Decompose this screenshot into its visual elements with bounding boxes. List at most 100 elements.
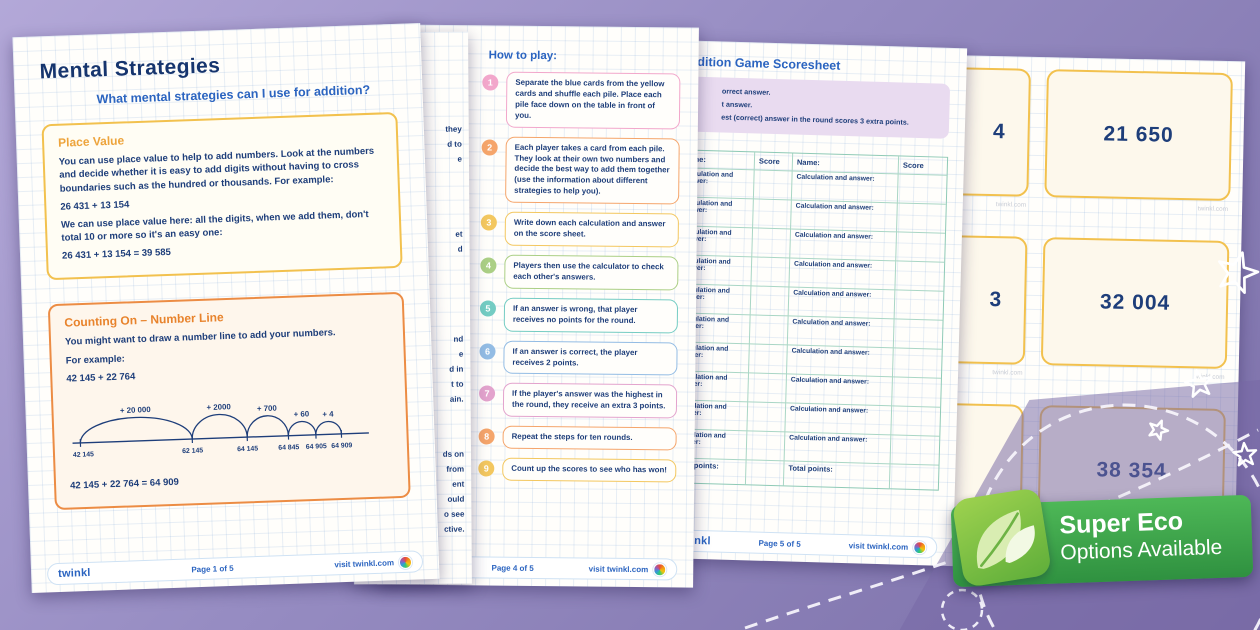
visit-text: visit twinkl.com [334,557,395,569]
page-number: Page 5 of 5 [758,538,801,549]
scoresheet-rules: orrect answer. t answer. est (correct) ans… [678,76,951,139]
svg-text:64 145: 64 145 [237,446,258,454]
howto-step: 8 Repeat the steps for ten rounds. [478,425,677,451]
step-number-badge: 3 [480,214,497,231]
calculation-cell: Calculation and answer: [789,258,897,291]
step-text: Players then use the calculator to check… [504,254,679,291]
page-number: Page 1 of 5 [191,563,234,574]
page-footer: twinkl Page 5 of 5 visit twinkl.com [667,529,938,559]
watermark: twinkl.com [995,201,1027,209]
svg-text:+ 20 000: + 20 000 [120,405,152,415]
howto-step: 5 If an answer is wrong, that player rece… [479,297,679,334]
step-number-badge: 8 [478,428,495,445]
card-slot: 21 650 twinkl.com [1044,69,1233,213]
total-points-label: Total points: [783,461,891,489]
watermark: twinkl.com [992,369,1023,377]
place-value-box: Place Value You can use place value to h… [41,111,403,281]
page-title: Mental Strategies [39,54,221,84]
calculation-cell: Calculation and answer: [787,345,894,378]
number-card: 21 650 [1044,69,1233,202]
total-score-cell [890,464,939,489]
score-cell [752,228,792,259]
visit-link: visit twinkl.com [848,539,927,554]
calculation-cell: Calculation and answer: [791,171,899,204]
page-mental-strategies: Mental Strategies What mental strategies… [12,23,440,593]
step-number-badge: 9 [478,460,495,477]
text-fragment: ent [452,479,465,489]
text-fragment: e [458,349,464,359]
visit-text: visit twinkl.com [848,540,909,552]
place-value-para: We can use place value here: all the dig… [60,208,369,244]
number-card: 32 004 [1040,237,1230,370]
rainbow-circle-icon [913,540,927,554]
score-cell [753,170,793,201]
svg-text:64 845: 64 845 [278,444,299,452]
howto-step: 4 Players then use the calculator to chec… [480,254,679,291]
score-cell [892,348,942,379]
card-slot: 32 004 twinkl.com [1040,237,1230,381]
score-cell [749,315,789,346]
score-cell [753,199,792,230]
visit-link: visit twinkl.com [334,555,413,571]
text-fragment: ould [447,494,465,504]
score-cell [890,435,940,466]
rainbow-circle-icon [653,562,667,576]
calculation-cell: Calculation and answer: [786,374,893,407]
watermark: twinkl.com [1194,373,1225,381]
svg-text:+ 60: + 60 [294,409,310,419]
text-fragment: ds on [442,449,465,459]
score-cell [892,377,941,408]
step-text: Each player takes a card from each pile.… [505,136,680,205]
howto-step: 6 If an answer is correct, the player rec… [479,340,678,376]
score-cell [893,319,943,350]
svg-text:+ 4: + 4 [322,409,334,418]
calculation-cell: Calculation and answer: [785,403,893,436]
score-cell [897,203,946,234]
svg-text:42 145: 42 145 [73,451,94,459]
step-text: If an answer is correct, the player rece… [503,340,678,376]
score-cell [746,431,786,462]
score-cell [750,286,790,317]
step-number-badge: 2 [481,139,498,156]
text-fragment: o see [443,509,465,519]
step-text: Repeat the steps for ten rounds. [502,425,677,451]
text-fragment: t to [451,379,464,389]
step-number-badge: 6 [479,342,496,360]
howto-step: 2 Each player takes a card from each pile… [481,136,680,205]
svg-text:64 905: 64 905 [306,443,327,451]
score-cell [894,290,944,321]
howto-step: 3 Write down each calculation and answer … [480,211,679,248]
score-cell [895,261,945,292]
page-subtitle: What mental strategies can I use for add… [96,82,371,107]
eco-leaf-icon [951,487,1053,588]
twinkl-logo: twinkl [57,566,91,581]
score-cell [748,373,788,404]
page-scoresheet: Addition Game Scoresheet orrect answer. t… [650,39,968,567]
score-cell [751,257,791,288]
text-fragment: d [457,244,463,254]
rainbow-circle-icon [398,555,413,569]
step-number-badge: 5 [479,300,497,317]
step-text: Write down each calculation and answer o… [504,211,679,248]
calculation-cell: Calculation and answer: [791,200,898,233]
cards-grid: 4 twinkl.com 21 650 twinkl.com 3 twinkl.com 32… [923,55,1245,549]
visit-text: visit twinkl.com [588,564,649,574]
step-number-badge: 7 [478,385,496,402]
score-header: Score [898,156,948,176]
calculation-cell: Calculation and answer: [784,432,892,465]
step-text: If an answer is wrong, that player recei… [503,297,679,334]
text-fragment: ctive. [444,524,465,534]
calculation-cell: Calculation and answer: [787,316,895,349]
step-number-badge: 4 [480,257,497,274]
howto-heading: How to play: [488,49,558,63]
step-text: If the player's answer was the highest i… [502,383,678,419]
score-cell [897,174,947,205]
total-score-cell [745,460,785,486]
text-fragment: et [455,229,463,239]
number-line: + 20 000 + 2000 + 700 + 60 + 4 42 145 62 145 64… [72,402,369,459]
watermark: twinkl.com [1197,205,1229,213]
svg-text:+ 700: + 700 [257,404,278,414]
howto-step: 7 If the player's answer was the highest … [478,383,678,419]
